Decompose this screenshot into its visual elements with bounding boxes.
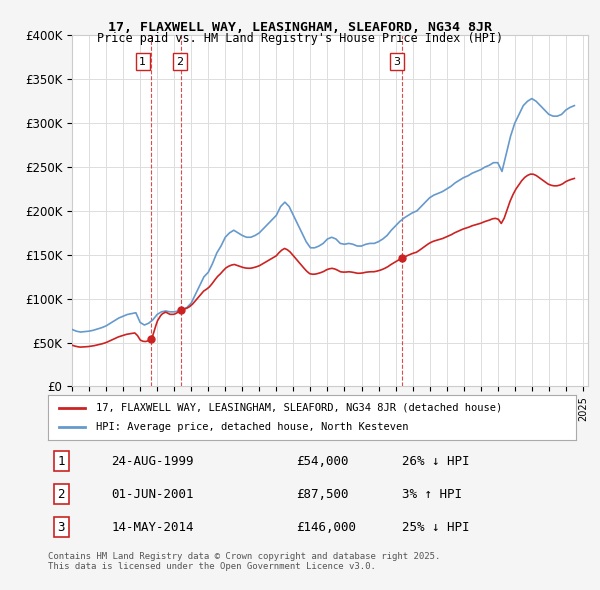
Text: 25% ↓ HPI: 25% ↓ HPI <box>402 520 469 534</box>
Text: 3: 3 <box>393 57 400 67</box>
Text: Contains HM Land Registry data © Crown copyright and database right 2025.
This d: Contains HM Land Registry data © Crown c… <box>48 552 440 571</box>
Text: £54,000: £54,000 <box>296 454 349 468</box>
Text: 1: 1 <box>139 57 146 67</box>
Text: £87,500: £87,500 <box>296 487 349 501</box>
Text: 26% ↓ HPI: 26% ↓ HPI <box>402 454 469 468</box>
Text: Price paid vs. HM Land Registry's House Price Index (HPI): Price paid vs. HM Land Registry's House … <box>97 32 503 45</box>
Text: 17, FLAXWELL WAY, LEASINGHAM, SLEAFORD, NG34 8JR (detached house): 17, FLAXWELL WAY, LEASINGHAM, SLEAFORD, … <box>95 403 502 412</box>
Text: 2: 2 <box>58 487 65 501</box>
Text: £146,000: £146,000 <box>296 520 356 534</box>
Text: 1: 1 <box>58 454 65 468</box>
Text: HPI: Average price, detached house, North Kesteven: HPI: Average price, detached house, Nort… <box>95 422 408 432</box>
Text: 2: 2 <box>176 57 183 67</box>
Text: 24-AUG-1999: 24-AUG-1999 <box>112 454 194 468</box>
Text: 01-JUN-2001: 01-JUN-2001 <box>112 487 194 501</box>
Text: 17, FLAXWELL WAY, LEASINGHAM, SLEAFORD, NG34 8JR: 17, FLAXWELL WAY, LEASINGHAM, SLEAFORD, … <box>108 21 492 34</box>
Text: 3: 3 <box>58 520 65 534</box>
Text: 14-MAY-2014: 14-MAY-2014 <box>112 520 194 534</box>
Text: 3% ↑ HPI: 3% ↑ HPI <box>402 487 462 501</box>
